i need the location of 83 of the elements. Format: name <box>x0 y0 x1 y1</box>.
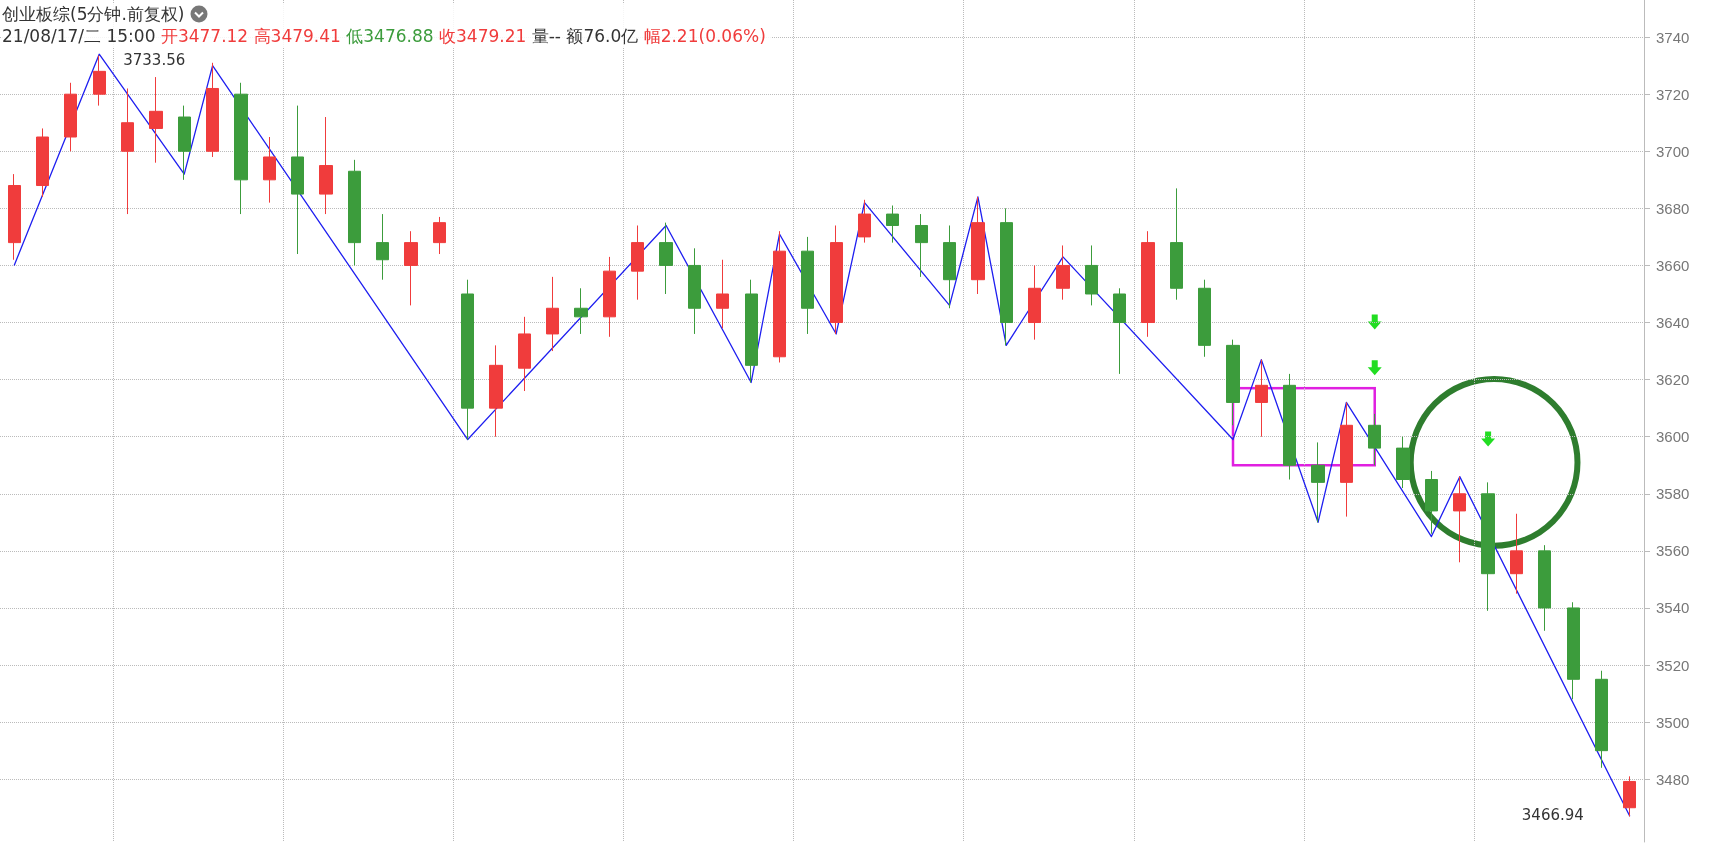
candlestick <box>773 230 786 363</box>
candlestick <box>348 159 361 266</box>
annotation: 3733.56 <box>123 51 186 70</box>
candlestick <box>801 236 814 335</box>
annotation: 量-- <box>530 26 561 46</box>
annotation: 开3477.12 <box>159 26 249 46</box>
candlestick <box>1226 339 1240 426</box>
annotation: 3466.94 <box>1521 806 1584 825</box>
y-tick-label: 3560 <box>1656 542 1690 560</box>
annotation: 收3479.21 <box>438 26 527 46</box>
candlestick <box>858 199 871 244</box>
candlestick <box>1311 441 1325 523</box>
candlestick <box>1510 513 1523 595</box>
y-tick-label: 3700 <box>1656 142 1690 160</box>
candlestick <box>263 136 276 204</box>
annotation: 21/08/17/二 15:00 <box>2 26 156 46</box>
candlestick <box>1481 481 1495 612</box>
candlestick <box>745 279 758 383</box>
y-tick-label: 3660 <box>1656 256 1690 274</box>
y-tick-label: 3620 <box>1656 371 1690 389</box>
candlestick <box>178 105 191 181</box>
candlestick <box>1538 544 1551 632</box>
candlestick <box>886 205 899 244</box>
candlestick <box>149 76 163 164</box>
annotation: 额76.0亿 <box>565 26 639 46</box>
candlestick <box>1595 670 1608 769</box>
candlestick <box>830 224 843 335</box>
candlestick <box>489 344 503 438</box>
annotation: 低3476.88 <box>345 26 434 46</box>
candlestick <box>631 224 644 301</box>
candlestick <box>546 276 559 352</box>
annotation: 高3479.41 <box>252 26 341 46</box>
candlestick <box>206 62 219 158</box>
candlestick <box>1623 775 1636 817</box>
candlestick <box>943 224 956 309</box>
y-tick-label: 3600 <box>1656 428 1690 446</box>
candlestick <box>234 82 248 215</box>
y-tick-label: 3520 <box>1656 656 1690 674</box>
y-tick-label: 3480 <box>1656 770 1690 788</box>
candlestick <box>1170 187 1183 301</box>
candlestick <box>688 247 701 335</box>
candlestick <box>1567 601 1580 700</box>
candlestick <box>36 127 49 198</box>
candlestick <box>1056 244 1070 301</box>
annotation: 幅2.21(0.06%) <box>642 26 766 46</box>
candlestick <box>716 259 729 329</box>
candlestick <box>376 213 389 281</box>
y-tick-label: 3540 <box>1656 599 1690 617</box>
candlestick <box>1396 436 1410 489</box>
chart-title: 创业板综(5分钟.前复权) <box>2 3 185 25</box>
candlestick <box>64 82 77 152</box>
candlestick <box>291 105 304 255</box>
candlestick <box>1368 413 1381 466</box>
candlestick <box>915 213 928 278</box>
candlestick <box>1000 207 1013 346</box>
candlestick <box>8 173 21 261</box>
candlestick <box>971 196 985 295</box>
y-tick-label: 3680 <box>1656 199 1690 217</box>
candlestick <box>121 87 134 215</box>
candlestick <box>93 54 106 107</box>
candlestick <box>659 222 673 295</box>
candlestick <box>433 216 446 255</box>
candlestick <box>1141 230 1155 338</box>
candlestick <box>1340 401 1353 518</box>
candlestick <box>1255 359 1268 438</box>
candlestick <box>1283 373 1296 481</box>
candlestick <box>461 279 474 441</box>
candlestick <box>518 316 531 392</box>
y-tick-label: 3580 <box>1656 485 1690 503</box>
candlestick <box>1085 244 1098 306</box>
y-tick-label: 3740 <box>1656 28 1690 46</box>
candlestick <box>1113 287 1126 375</box>
candlestick <box>603 256 616 338</box>
y-tick-label: 3640 <box>1656 314 1690 332</box>
candlestick <box>404 230 418 306</box>
y-tick-label: 3720 <box>1656 85 1690 103</box>
candlestick <box>1453 476 1466 563</box>
y-tick-label: 3500 <box>1656 713 1690 731</box>
candlestick <box>1425 470 1438 535</box>
candlestick <box>574 287 588 335</box>
candlestick <box>319 116 333 215</box>
candlestick <box>1028 264 1041 341</box>
candlestick <box>1198 279 1211 358</box>
